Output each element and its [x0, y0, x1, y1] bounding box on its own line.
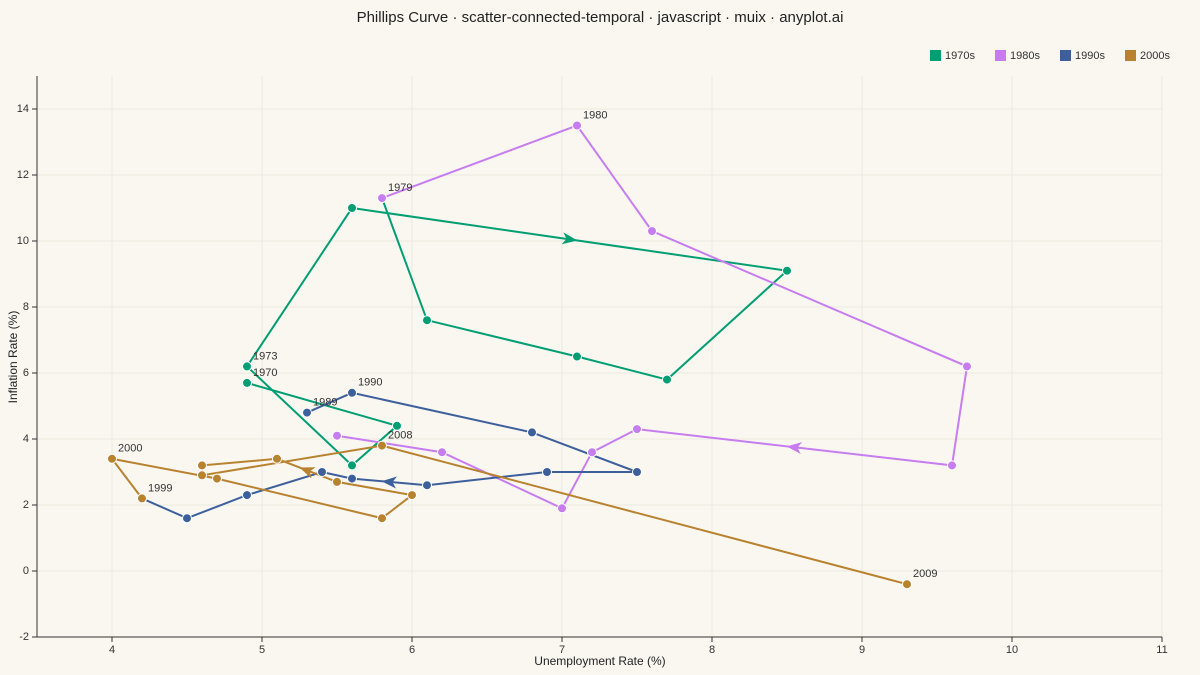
- x-tick-label: 11: [1156, 644, 1167, 656]
- point: [947, 460, 957, 471]
- x-tick-label: 6: [409, 644, 415, 656]
- point: [197, 460, 207, 471]
- x-tick-label: 10: [1006, 644, 1018, 656]
- legend-label: 1980s: [1010, 50, 1040, 62]
- point-label: 1989: [313, 397, 337, 409]
- x-tick-label: 4: [109, 644, 115, 656]
- point-label: 1979: [388, 182, 412, 194]
- point: [377, 440, 387, 451]
- legend-label: 1970s: [945, 50, 975, 62]
- point: [302, 407, 312, 418]
- legend-swatch: [995, 50, 1006, 61]
- point: [647, 226, 657, 237]
- point: [572, 351, 582, 362]
- point: [782, 265, 792, 276]
- point-label: 1973: [253, 350, 277, 362]
- x-tick-label: 7: [559, 644, 565, 656]
- point: [422, 480, 432, 491]
- point: [662, 374, 672, 385]
- legend-label: 1990s: [1075, 50, 1105, 62]
- point-label: 2000: [118, 443, 142, 455]
- y-tick-label: 14: [17, 103, 29, 115]
- point: [332, 430, 342, 441]
- direction-arrow: [561, 232, 578, 245]
- point: [347, 473, 357, 484]
- point: [107, 453, 117, 464]
- point: [137, 493, 147, 504]
- point: [902, 579, 912, 590]
- point: [527, 427, 537, 438]
- point: [212, 473, 222, 484]
- chart-title: Phillips Curve · scatter-connected-tempo…: [357, 9, 844, 26]
- point: [197, 470, 207, 481]
- point: [242, 490, 252, 501]
- point: [272, 453, 282, 464]
- x-tick-label: 8: [709, 644, 715, 656]
- y-axis-label: Inflation Rate (%): [6, 311, 20, 404]
- y-tick-label: 6: [23, 367, 29, 379]
- y-tick-label: 12: [17, 169, 29, 181]
- y-tick-label: 4: [23, 433, 29, 445]
- point: [377, 513, 387, 524]
- y-tick-label: 10: [17, 235, 29, 247]
- plot: 1970 1973 1979 1980 1989 1990 1999 2000 2008 2009: [107, 109, 972, 590]
- direction-arrow: [381, 476, 397, 489]
- point: [242, 361, 252, 372]
- point: [407, 490, 417, 501]
- point: [347, 203, 357, 213]
- point-label: 1990: [358, 377, 382, 389]
- direction-arrow: [299, 467, 316, 479]
- point: [347, 387, 357, 398]
- y-tick-label: 8: [23, 301, 29, 313]
- point: [182, 513, 192, 524]
- legend-swatch: [930, 50, 941, 61]
- x-tick-label: 9: [859, 644, 865, 656]
- point: [317, 467, 327, 477]
- legend-swatch: [1060, 50, 1071, 61]
- x-tick-label: 5: [259, 644, 265, 656]
- point: [962, 361, 972, 372]
- point: [377, 193, 387, 204]
- point: [542, 467, 552, 477]
- point: [242, 377, 252, 388]
- point-label: 2009: [913, 568, 937, 580]
- direction-arrow: [786, 442, 803, 455]
- point: [437, 447, 447, 458]
- point-label: 1970: [253, 367, 277, 379]
- point: [632, 467, 642, 477]
- legend: 1970s 1980s 1990s 2000s: [930, 50, 1170, 62]
- point-label: 1980: [583, 109, 607, 121]
- y-tick-label: -2: [19, 631, 29, 643]
- point: [587, 447, 597, 458]
- y-tick-label: 0: [23, 565, 29, 577]
- point: [632, 424, 642, 435]
- point-label: 2008: [388, 430, 412, 442]
- grid: 4 5 6 7 8 9 10 11 -2 0 2 4 6 8 10 12 14: [17, 76, 1168, 656]
- point: [572, 120, 582, 131]
- point: [557, 503, 567, 514]
- x-axis-label: Unemployment Rate (%): [534, 654, 665, 668]
- legend-swatch: [1125, 50, 1136, 61]
- point: [332, 476, 342, 487]
- point: [422, 315, 432, 326]
- point-label: 1999: [148, 482, 172, 494]
- point: [392, 420, 402, 431]
- legend-label: 2000s: [1140, 50, 1170, 62]
- y-tick-label: 2: [23, 499, 29, 511]
- point: [347, 460, 357, 471]
